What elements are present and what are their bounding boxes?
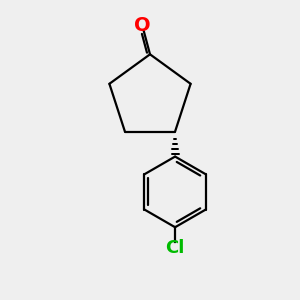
Text: Cl: Cl bbox=[165, 239, 185, 257]
Text: O: O bbox=[134, 16, 151, 34]
